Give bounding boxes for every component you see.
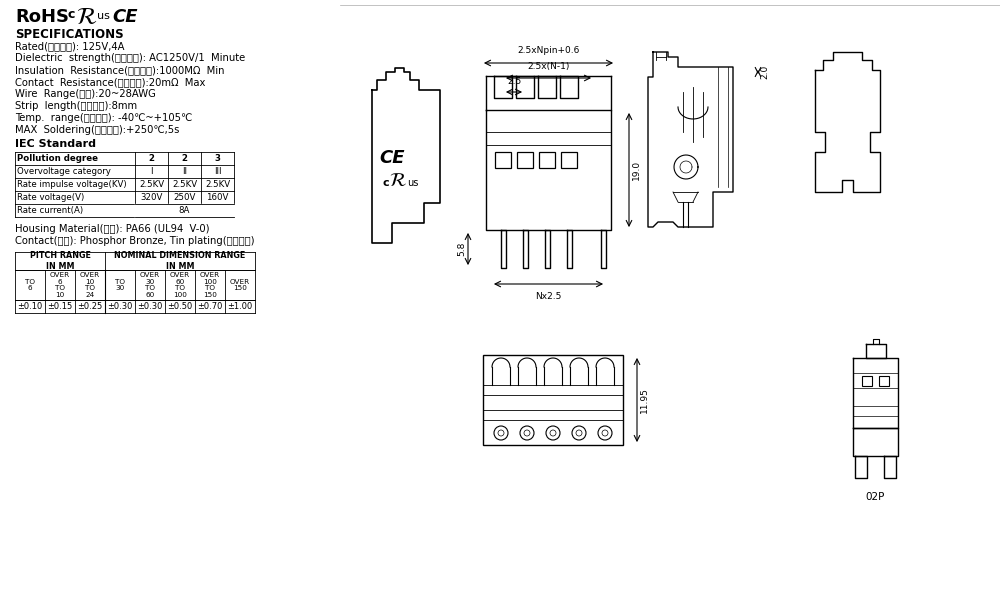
Text: OVER
60
TO
100: OVER 60 TO 100 — [170, 272, 190, 298]
Text: 2.5x(N-1): 2.5x(N-1) — [527, 62, 570, 71]
Bar — [539, 152, 555, 168]
Text: RoHS: RoHS — [15, 8, 69, 26]
Bar — [561, 152, 577, 168]
Bar — [879, 376, 889, 386]
Text: 2: 2 — [148, 154, 154, 163]
Text: CE: CE — [112, 8, 138, 26]
Text: Rate impulse voltage(KV): Rate impulse voltage(KV) — [17, 180, 127, 189]
Text: ±0.70: ±0.70 — [197, 302, 223, 311]
Text: CE: CE — [379, 149, 405, 167]
Text: 3: 3 — [214, 154, 220, 163]
Text: OVER
100
TO
150: OVER 100 TO 150 — [200, 272, 220, 298]
Text: 2.0: 2.0 — [760, 65, 769, 79]
Text: Wire  Range(线径):20~28AWG: Wire Range(线径):20~28AWG — [15, 89, 156, 99]
Text: OVER
10
TO
24: OVER 10 TO 24 — [80, 272, 100, 298]
Text: TO
30: TO 30 — [115, 279, 125, 291]
Text: Housing Material(封件): PA66 (UL94  V-0): Housing Material(封件): PA66 (UL94 V-0) — [15, 224, 210, 234]
Text: Strip  length(剥线长度):8mm: Strip length(剥线长度):8mm — [15, 101, 137, 111]
Text: 2.5: 2.5 — [507, 77, 521, 86]
Text: ±0.15: ±0.15 — [47, 302, 73, 311]
Bar — [517, 152, 533, 168]
Text: 2.5KV: 2.5KV — [205, 180, 230, 189]
Text: 320V: 320V — [140, 193, 163, 202]
Text: $\mathbf{\mathcal{R}}$: $\mathbf{\mathcal{R}}$ — [389, 170, 407, 190]
Text: Nx2.5: Nx2.5 — [535, 292, 562, 301]
Bar — [495, 152, 511, 168]
Text: 11.95: 11.95 — [640, 387, 649, 413]
Text: Insulation  Resistance(绦缘电阳):1000MΩ  Min: Insulation Resistance(绦缘电阳):1000MΩ Min — [15, 65, 224, 75]
Text: ±0.50: ±0.50 — [167, 302, 193, 311]
Text: SPECIFICATIONS: SPECIFICATIONS — [15, 28, 124, 41]
Text: TO
6: TO 6 — [25, 279, 35, 291]
Text: II: II — [182, 167, 187, 176]
Text: Contact(端子): Phosphor Bronze, Tin plating(锡层镀镇): Contact(端子): Phosphor Bronze, Tin platin… — [15, 236, 254, 246]
Text: ±0.10: ±0.10 — [17, 302, 43, 311]
Text: Overvoltage category: Overvoltage category — [17, 167, 111, 176]
Text: MAX  Soldering(瞬时温度):+250℃,5s: MAX Soldering(瞬时温度):+250℃,5s — [15, 125, 179, 135]
Text: us: us — [407, 178, 418, 188]
Text: I: I — [150, 167, 153, 176]
Text: 2.5xNpin+0.6: 2.5xNpin+0.6 — [517, 46, 580, 55]
Text: 8A: 8A — [179, 206, 190, 215]
Text: OVER
30
TO
60: OVER 30 TO 60 — [140, 272, 160, 298]
Text: Rate current(A): Rate current(A) — [17, 206, 83, 215]
Text: OVER
150: OVER 150 — [230, 279, 250, 291]
Text: IEC Standard: IEC Standard — [15, 139, 96, 149]
Text: $\mathbf{c}$: $\mathbf{c}$ — [67, 8, 76, 21]
Text: 19.0: 19.0 — [632, 160, 641, 180]
Text: ±0.25: ±0.25 — [77, 302, 103, 311]
Text: Temp.  range(操作温度): -40℃~+105℃: Temp. range(操作温度): -40℃~+105℃ — [15, 113, 192, 123]
Text: us: us — [97, 11, 110, 21]
Text: Contact  Resistance(接触电阳):20mΩ  Max: Contact Resistance(接触电阳):20mΩ Max — [15, 77, 205, 87]
Text: Rated(额定参数): 125V,4A: Rated(额定参数): 125V,4A — [15, 41, 124, 51]
Text: 5.8: 5.8 — [457, 242, 466, 256]
Text: 2: 2 — [182, 154, 188, 163]
Text: ±0.30: ±0.30 — [107, 302, 133, 311]
Text: $\mathbf{c}$: $\mathbf{c}$ — [382, 178, 390, 188]
Text: OVER
6
TO
10: OVER 6 TO 10 — [50, 272, 70, 298]
Text: ±0.30: ±0.30 — [137, 302, 163, 311]
Text: $\mathbf{\mathcal{R}}$: $\mathbf{\mathcal{R}}$ — [76, 5, 97, 29]
Text: Rate voltage(V): Rate voltage(V) — [17, 193, 84, 202]
Text: 2.5KV: 2.5KV — [139, 180, 164, 189]
Bar — [483, 355, 623, 445]
Text: PITCH RANGE
IN MM: PITCH RANGE IN MM — [30, 251, 90, 271]
Text: 8A: 8A — [146, 206, 157, 215]
Bar — [862, 376, 872, 386]
Text: 250V: 250V — [173, 193, 196, 202]
Text: 2.5KV: 2.5KV — [172, 180, 197, 189]
Text: Pollution degree: Pollution degree — [17, 154, 98, 163]
Text: NOMINAL DIMENSION RANGE
IN MM: NOMINAL DIMENSION RANGE IN MM — [114, 251, 246, 271]
Text: 02P: 02P — [866, 492, 885, 502]
Text: Dielectric  strength(抗电强度): AC1250V/1  Minute: Dielectric strength(抗电强度): AC1250V/1 Min… — [15, 53, 245, 63]
Text: 160V: 160V — [206, 193, 229, 202]
Text: III: III — [214, 167, 221, 176]
Text: ±1.00: ±1.00 — [227, 302, 253, 311]
